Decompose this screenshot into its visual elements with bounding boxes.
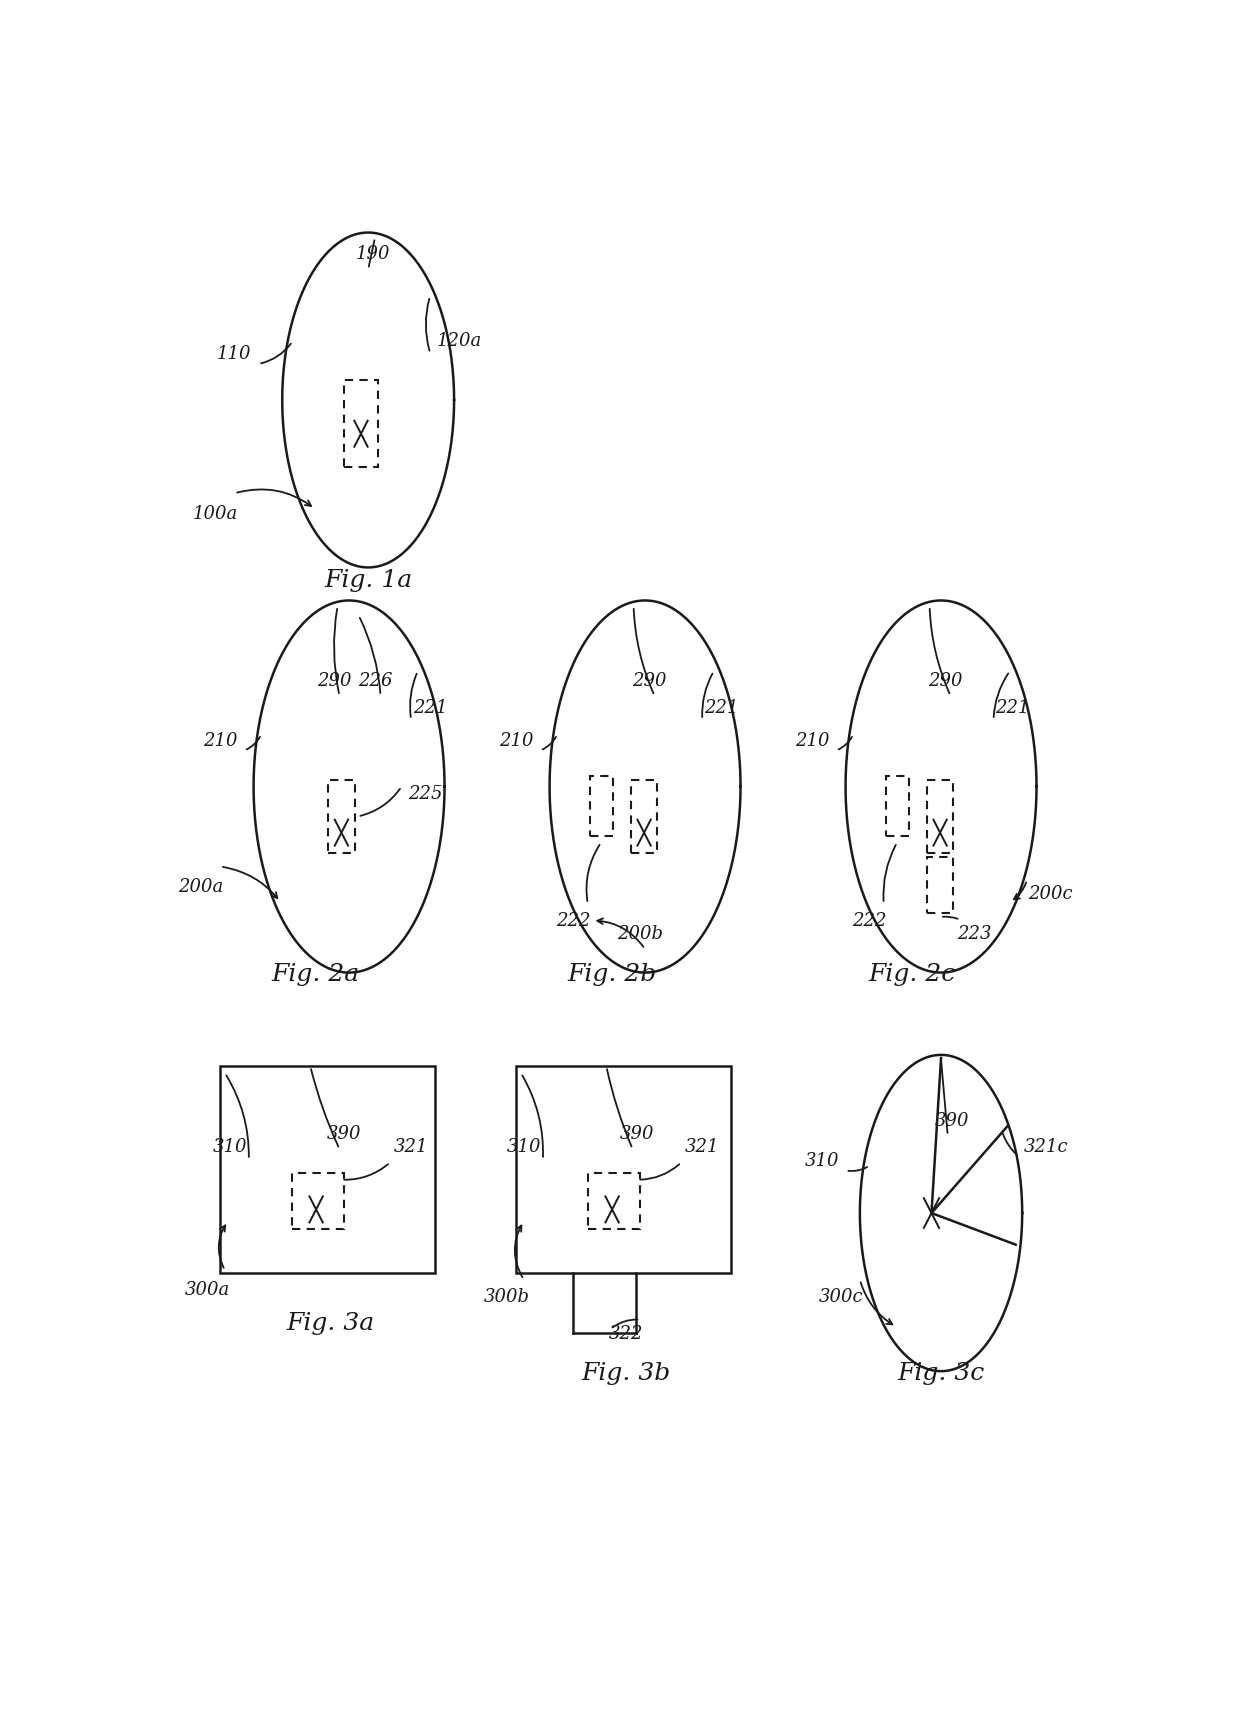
- Text: 225: 225: [408, 785, 443, 803]
- Text: Fig. 2c: Fig. 2c: [869, 962, 956, 984]
- Text: 310: 310: [506, 1138, 541, 1156]
- Text: 200c: 200c: [1028, 884, 1073, 903]
- Text: 221: 221: [996, 699, 1030, 716]
- Text: 310: 310: [805, 1150, 839, 1169]
- Text: 390: 390: [327, 1124, 362, 1142]
- Text: 290: 290: [929, 671, 963, 690]
- Bar: [926, 858, 954, 913]
- Bar: [221, 1067, 435, 1273]
- Text: 210: 210: [795, 732, 830, 749]
- Text: 321c: 321c: [1024, 1138, 1069, 1156]
- Text: 322: 322: [609, 1323, 644, 1342]
- Bar: [291, 1173, 345, 1230]
- Text: 222: 222: [557, 912, 590, 929]
- Text: 300b: 300b: [484, 1287, 529, 1304]
- Text: 290: 290: [317, 671, 352, 690]
- Text: Fig. 2a: Fig. 2a: [272, 962, 360, 984]
- Text: 200b: 200b: [618, 924, 663, 943]
- Text: 100a: 100a: [192, 505, 238, 522]
- Text: Fig. 3a: Fig. 3a: [286, 1311, 374, 1334]
- Text: 300a: 300a: [185, 1280, 231, 1298]
- Bar: [885, 777, 909, 836]
- Text: 221: 221: [704, 699, 739, 716]
- Text: 210: 210: [203, 732, 237, 749]
- Text: 321: 321: [684, 1138, 719, 1156]
- Text: Fig. 3b: Fig. 3b: [582, 1362, 671, 1384]
- Text: Fig. 1a: Fig. 1a: [324, 569, 412, 592]
- Bar: [345, 381, 378, 467]
- Text: 321: 321: [394, 1138, 428, 1156]
- Text: 110: 110: [217, 346, 252, 363]
- Text: 221: 221: [413, 699, 448, 716]
- Text: 190: 190: [356, 246, 391, 263]
- Bar: [329, 780, 355, 853]
- Bar: [588, 1173, 640, 1230]
- Text: 120a: 120a: [436, 332, 481, 349]
- Bar: [516, 1067, 730, 1273]
- Text: 300c: 300c: [818, 1287, 863, 1304]
- Bar: [631, 780, 657, 853]
- Bar: [926, 780, 954, 853]
- Bar: [590, 777, 613, 836]
- Text: 223: 223: [957, 924, 992, 943]
- Text: Fig. 3c: Fig. 3c: [898, 1362, 985, 1384]
- Text: 222: 222: [852, 912, 887, 929]
- Text: 390: 390: [935, 1111, 970, 1130]
- Text: Fig. 2b: Fig. 2b: [567, 962, 656, 984]
- Text: 290: 290: [632, 671, 667, 690]
- Text: 200a: 200a: [179, 879, 223, 896]
- Text: 210: 210: [498, 732, 533, 749]
- Text: 310: 310: [212, 1138, 247, 1156]
- Text: 390: 390: [620, 1124, 655, 1142]
- Text: 226: 226: [358, 671, 393, 690]
